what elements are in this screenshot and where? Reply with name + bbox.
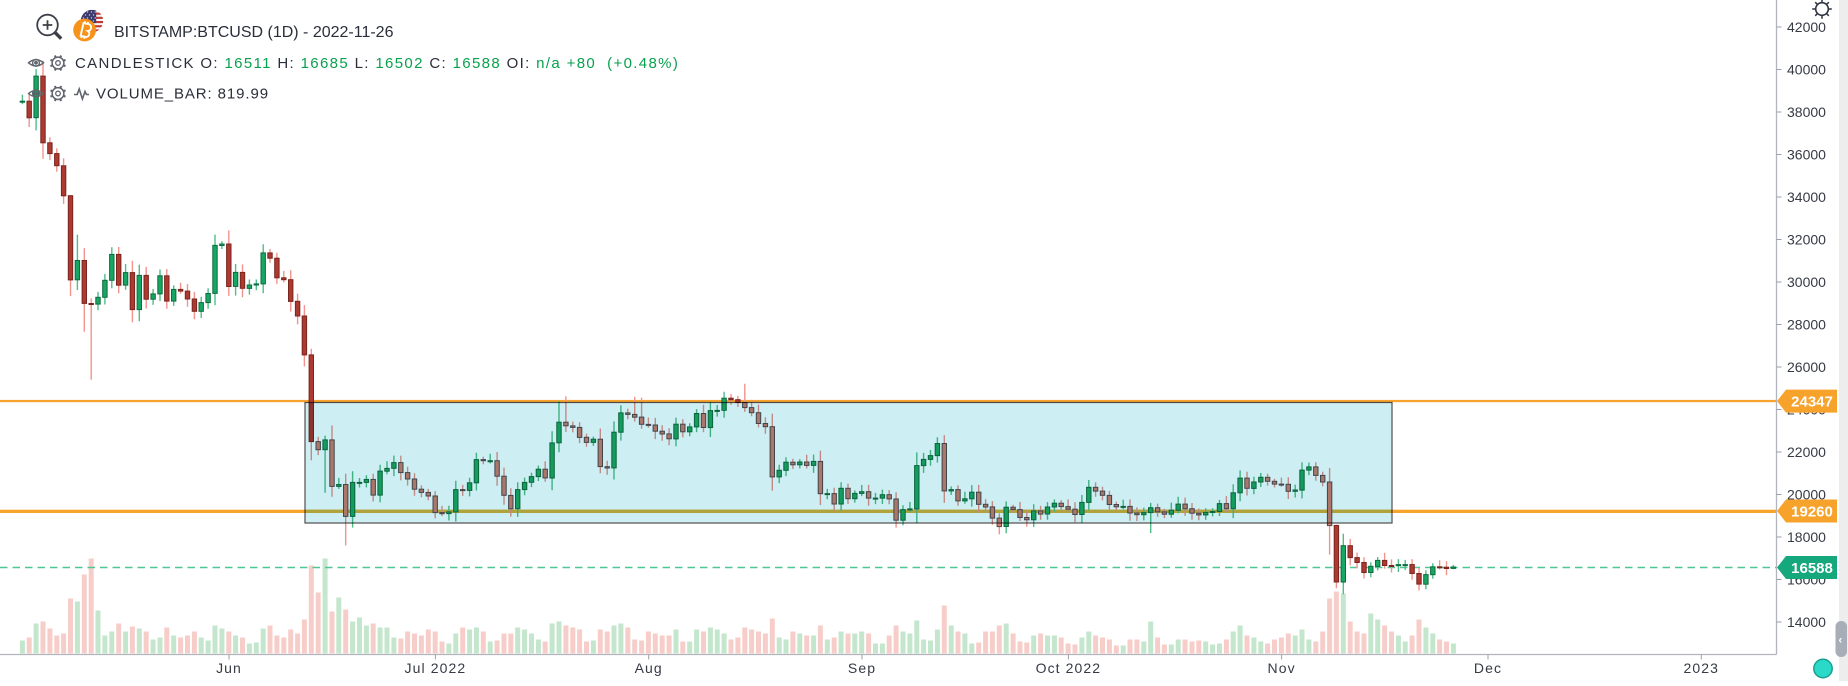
svg-text:42000: 42000 [1787,19,1826,35]
svg-text:14000: 14000 [1787,614,1826,630]
svg-text:‹: ‹ [1839,635,1843,647]
svg-text:Nov: Nov [1267,660,1295,676]
svg-text:36000: 36000 [1787,147,1826,163]
svg-text:30000: 30000 [1787,274,1826,290]
svg-text:32000: 32000 [1787,232,1826,248]
svg-text:28000: 28000 [1787,317,1826,333]
svg-text:Sep: Sep [848,660,876,676]
svg-text:Jun: Jun [216,660,242,676]
svg-text:Dec: Dec [1474,660,1502,676]
svg-text:24347: 24347 [1791,394,1833,411]
svg-text:19260: 19260 [1791,504,1833,521]
svg-text:2023: 2023 [1684,660,1720,676]
svg-text:20000: 20000 [1787,487,1826,503]
svg-text:16588: 16588 [1791,560,1833,577]
svg-text:40000: 40000 [1787,62,1826,78]
svg-text:18000: 18000 [1787,529,1826,545]
svg-text:38000: 38000 [1787,104,1826,120]
svg-text:Jul 2022: Jul 2022 [405,660,467,676]
svg-text:VOLUME_BAR: 819.99: VOLUME_BAR: 819.99 [96,86,269,103]
svg-text:22000: 22000 [1787,444,1826,460]
svg-text:Aug: Aug [635,660,663,676]
svg-text:Oct 2022: Oct 2022 [1036,660,1102,676]
svg-text:BITSTAMP:BTCUSD (1D) - 2022-11: BITSTAMP:BTCUSD (1D) - 2022-11-26 [114,24,394,41]
svg-text:34000: 34000 [1787,189,1826,205]
svg-text:26000: 26000 [1787,359,1826,375]
svg-text:CANDLESTICK O: 16511 H: 16685: CANDLESTICK O: 16511 H: 16685 L: 16502 C… [75,55,679,72]
